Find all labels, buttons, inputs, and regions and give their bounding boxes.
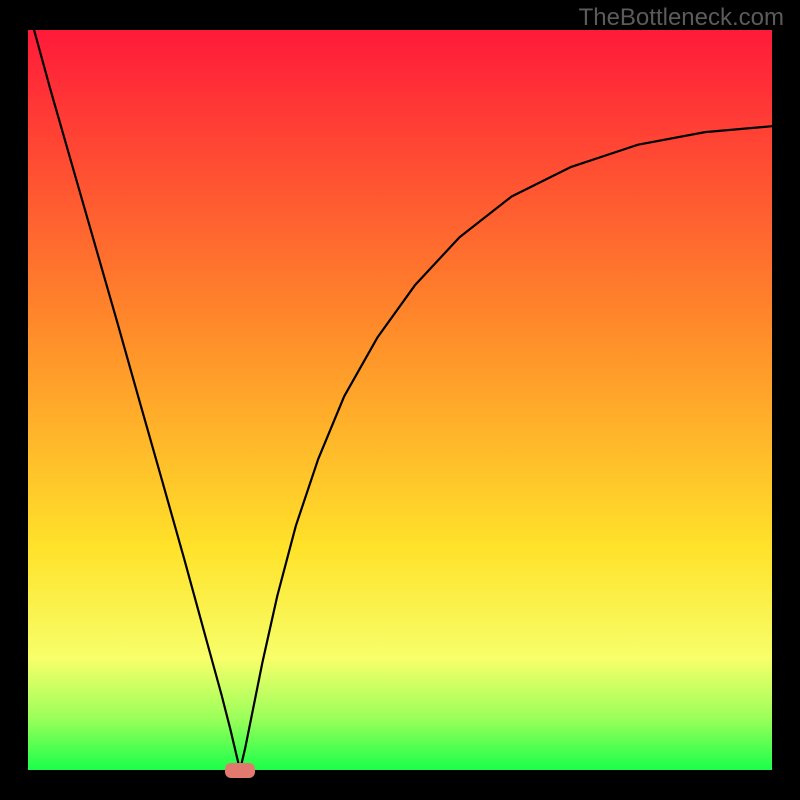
bottleneck-curve (28, 30, 772, 770)
curve-path (28, 8, 772, 770)
attribution-label: TheBottleneck.com (579, 4, 784, 32)
minimum-marker (225, 763, 255, 778)
chart-frame: TheBottleneck.com (0, 0, 800, 800)
plot-area (28, 30, 772, 770)
